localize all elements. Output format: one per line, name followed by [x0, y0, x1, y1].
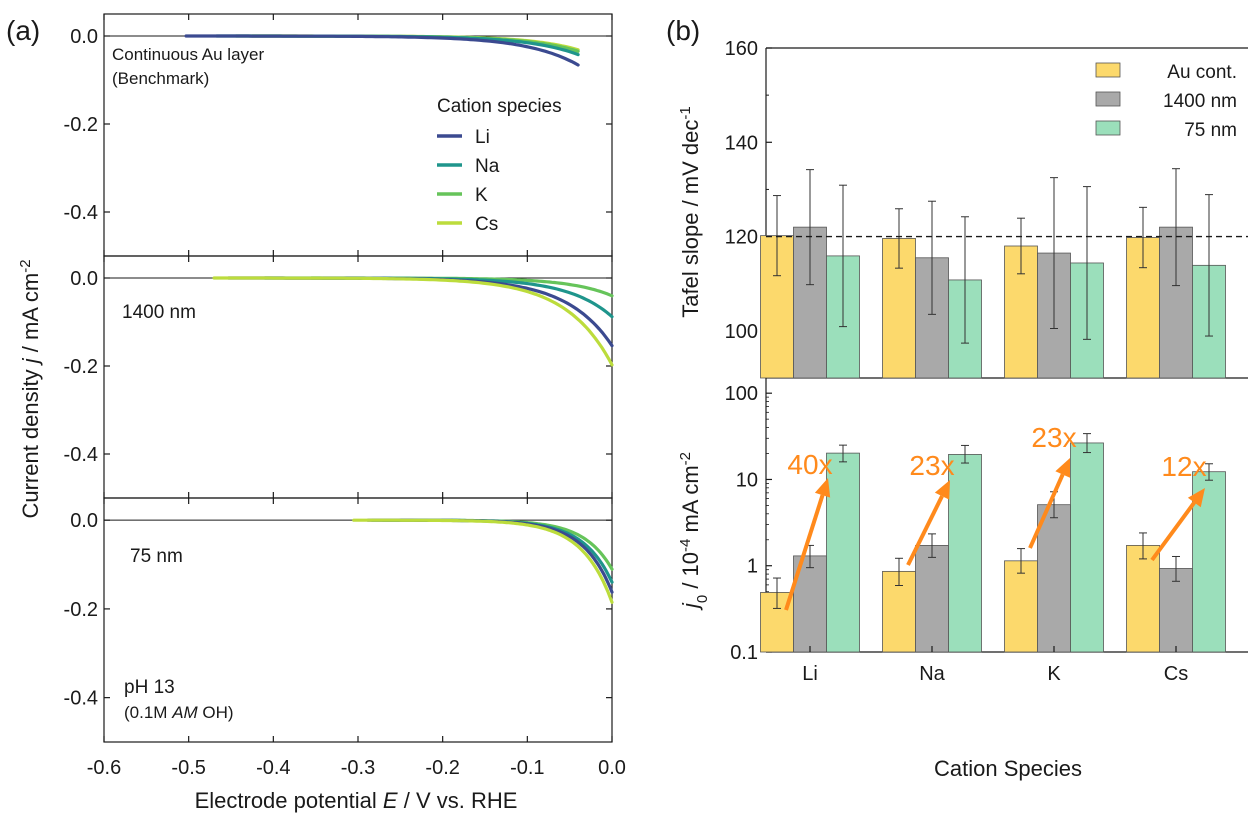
multiplier-label-k: 23x	[1031, 422, 1076, 453]
panel-label-b: (b)	[666, 15, 700, 46]
increase-arrowhead-cs	[1187, 488, 1205, 508]
annotation-electrolyte: (0.1M AM OH)	[124, 703, 234, 722]
multiplier-label-cs: 12x	[1161, 451, 1206, 482]
j0-bar-li-2	[826, 452, 860, 653]
increase-arrowhead-k	[1055, 458, 1070, 478]
legend-label-b-0: Au cont.	[1167, 62, 1237, 83]
y-tick-label: -0.4	[64, 688, 98, 710]
legend-swatch-b-1	[1095, 91, 1121, 107]
panel-a-ylabel: Current density j / mA cm-2	[17, 259, 44, 518]
legend-label-na: Na	[475, 156, 500, 177]
bottom-y-tick-label: 1	[747, 556, 758, 578]
multiplier-label-na: 23x	[909, 450, 954, 481]
top-y-tick-label: 100	[725, 321, 758, 343]
x-tick-label: -0.5	[171, 757, 205, 779]
increase-arrow-cs	[1150, 501, 1196, 562]
x-tick-label: -0.4	[256, 757, 290, 779]
top-y-tick-label: 160	[725, 38, 758, 60]
panel-a-plots: 0.0 -0.2 -0.4 0.0 -0.2 -0.4 0.0 -0.2 -0.4 -0.6 -0.…	[64, 13, 626, 779]
increase-arrow-na	[906, 495, 944, 566]
x-tick-label: 0.0	[598, 757, 626, 779]
legend-label-b-2: 75 nm	[1184, 120, 1237, 141]
j0-bar-cs-0	[1126, 545, 1160, 653]
curve-na	[370, 518, 614, 584]
x-tick-label: -0.6	[87, 757, 121, 779]
legend-label-k: K	[475, 185, 488, 206]
annotation-benchmark-line2: (Benchmark)	[112, 69, 209, 88]
legend-swatch-b-2	[1095, 120, 1121, 136]
legend-swatch-b-0	[1095, 62, 1121, 78]
increase-arrowhead-na	[934, 480, 950, 500]
panel-b-top-ylabel: Tafel slope / mV dec-1	[677, 106, 704, 317]
increase-arrow-li	[784, 494, 825, 611]
j0-bar-k-1	[1037, 504, 1071, 653]
top-y-tick-label: 140	[725, 132, 758, 154]
increase-arrowhead-li	[814, 478, 831, 498]
bottom-y-tick-label: 100	[725, 383, 758, 405]
legend-label-cs: Cs	[475, 214, 498, 235]
curve-cs	[352, 518, 614, 604]
x-tick-label-k: K	[1047, 663, 1061, 685]
legend-label-b-1: 1400 nm	[1163, 91, 1237, 112]
x-tick-label-na: Na	[919, 663, 945, 685]
curve-cs	[212, 276, 614, 367]
panel-b-bottom-ylabel: j0 / 10-4 mA cm-2	[677, 452, 711, 611]
y-tick-label: -0.2	[64, 599, 98, 621]
y-tick-label: -0.2	[64, 356, 98, 378]
bottom-y-tick-label: 10	[736, 469, 758, 491]
panel-b-plots: 100 120 140 160 Au cont. 1400 nm 75 nm 0.1 1 10 10…	[725, 38, 1248, 685]
y-tick-label: -0.2	[64, 114, 98, 136]
y-tick-label: 0.0	[70, 510, 98, 532]
top-y-tick-label: 120	[725, 227, 758, 249]
y-tick-label: 0.0	[70, 26, 98, 48]
y-tick-label: 0.0	[70, 268, 98, 290]
curve-li	[184, 34, 580, 67]
j0-bar-k-0	[1004, 560, 1038, 653]
x-tick-label: -0.1	[510, 757, 544, 779]
x-tick-label-cs: Cs	[1164, 663, 1188, 685]
multiplier-label-li: 40x	[787, 449, 832, 480]
j0-bar-k-2	[1070, 442, 1104, 653]
panel-label-a: (a)	[6, 15, 40, 46]
annotation-ph: pH 13	[124, 677, 175, 698]
x-tick-label: -0.2	[425, 757, 459, 779]
x-tick-label-li: Li	[802, 663, 818, 685]
bottom-y-tick-label: 0.1	[730, 642, 758, 664]
x-tick-label: -0.3	[341, 757, 375, 779]
panel-b-xlabel: Cation Species	[934, 756, 1082, 781]
curve-li	[366, 518, 614, 594]
increase-arrow-k	[1028, 473, 1065, 549]
legend-title: Cation species	[437, 96, 562, 117]
j0-bar-na-1	[915, 545, 949, 653]
j0-bar-na-2	[948, 454, 982, 653]
annotation-1400nm: 1400 nm	[122, 302, 196, 323]
y-tick-label: -0.4	[64, 444, 98, 466]
legend-label-li: Li	[475, 127, 490, 148]
panel-a-xlabel: Electrode potential E / V vs. RHE	[195, 788, 518, 813]
subplot-frame	[103, 255, 613, 499]
annotation-75nm: 75 nm	[130, 546, 183, 567]
annotation-benchmark-line1: Continuous Au layer	[112, 45, 264, 64]
y-tick-label: -0.4	[64, 202, 98, 224]
